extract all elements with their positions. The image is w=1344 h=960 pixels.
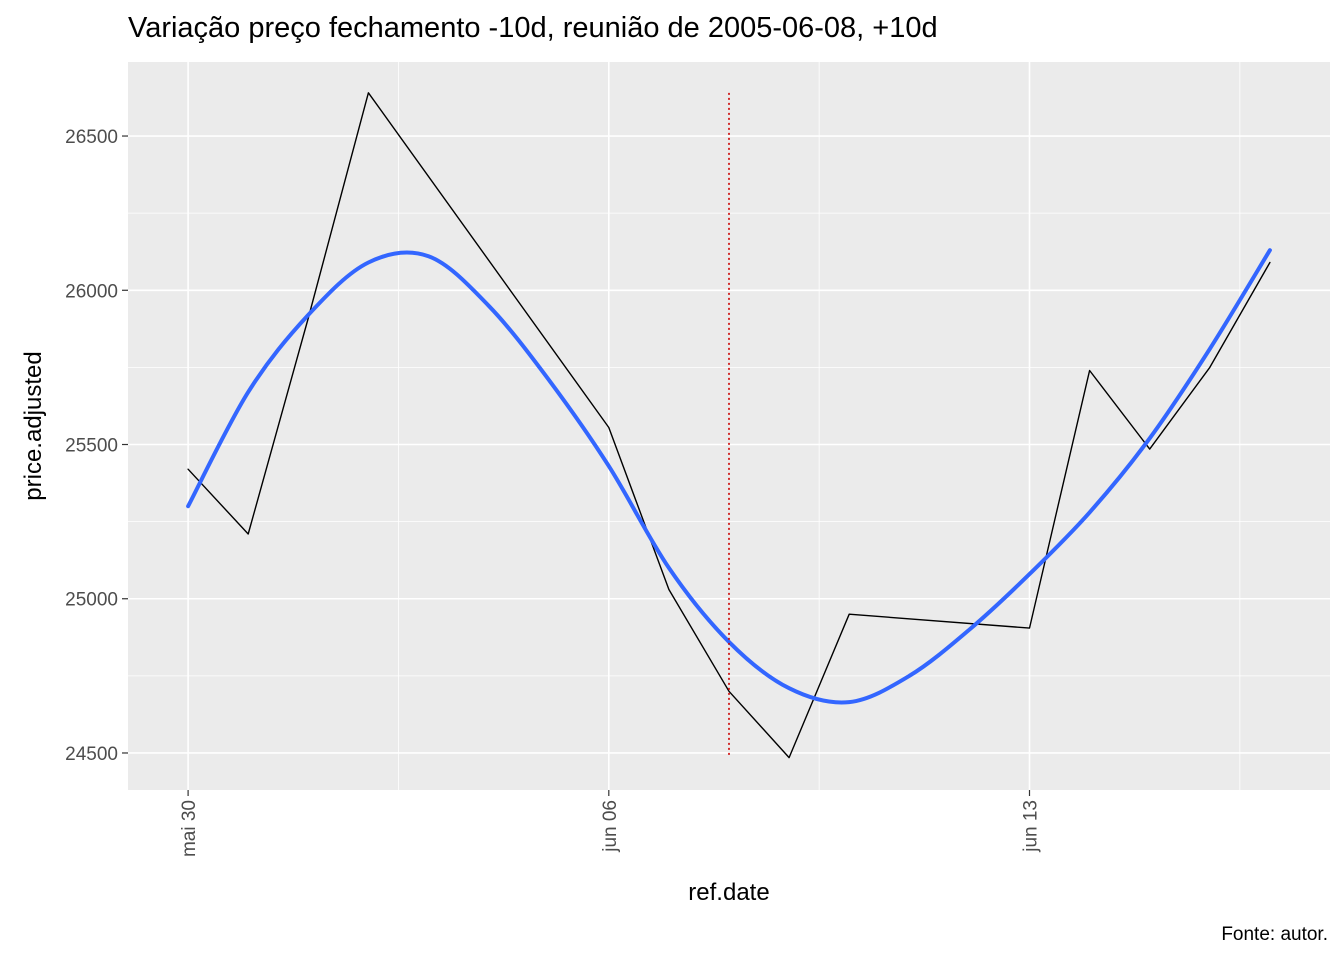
- y-tick-label: 26500: [65, 127, 118, 148]
- y-tick-label: 24500: [65, 744, 118, 765]
- series-layer: [186, 92, 1272, 759]
- y-axis: 24500 25000 25500 26000 26500: [65, 127, 128, 765]
- y-axis-title: price.adjusted: [20, 351, 47, 500]
- smooth-trend-line: [186, 248, 1272, 705]
- plot-panel: [128, 62, 1330, 790]
- chart-caption: Fonte: autor.: [1221, 924, 1328, 945]
- price-series-line: [187, 92, 1271, 759]
- x-axis-title: ref.date: [688, 879, 769, 906]
- y-tick-label: 26000: [65, 281, 118, 302]
- chart-title: Variação preço fechamento -10d, reunião …: [128, 12, 938, 44]
- x-tick-label: jun 06: [600, 800, 621, 853]
- x-axis: mai 30 jun 06 jun 13: [179, 790, 1042, 857]
- y-tick-label: 25000: [65, 590, 118, 611]
- y-tick-label: 25500: [65, 436, 118, 457]
- x-tick-label: jun 13: [1021, 800, 1042, 853]
- x-tick-label: mai 30: [179, 800, 200, 857]
